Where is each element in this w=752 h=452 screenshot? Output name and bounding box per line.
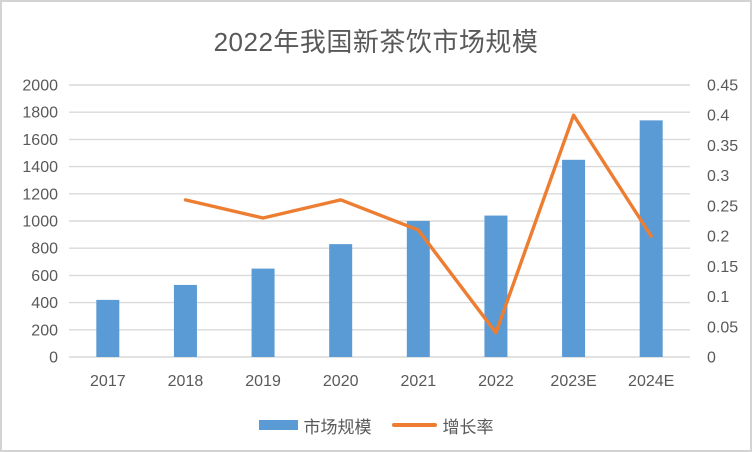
right-axis-tick-label: 0.35 [707,138,738,155]
left-axis-tick-label: 800 [31,241,58,258]
left-axis-tick-label: 1400 [22,159,58,176]
bar-2019 [251,268,275,357]
right-axis-tick-label: 0.15 [707,259,738,276]
left-axis-tick-label: 600 [31,268,58,285]
x-axis-tick-label: 2023E [550,373,596,390]
left-axis-tick-label: 1600 [22,132,58,149]
bar-2022 [484,215,508,357]
bar-2023E [562,159,586,357]
x-axis-tick-label: 2024E [628,373,674,390]
left-axis-tick-label: 0 [49,350,58,367]
chart-title: 2022年我国新茶饮市场规模 [213,27,539,57]
left-axis-tick-label: 200 [31,322,58,339]
left-axis-tick-label: 1200 [22,186,58,203]
right-axis-tick-label: 0.1 [707,289,729,306]
right-axis-tick-label: 0.45 [707,78,738,95]
right-axis-tick-label: 0.05 [707,319,738,336]
bar-series-swatch [258,420,298,430]
growth-rate-line [183,113,653,335]
line-series-swatch [391,423,437,427]
left-axis-tick-label: 1800 [22,105,58,122]
right-axis-tick-label: 0.3 [707,168,729,185]
bar-2021 [406,221,430,357]
legend-label-market-size: 市场规模 [303,417,372,437]
x-axis-tick-label: 2021 [401,373,437,390]
x-axis-tick-label: 2018 [168,373,204,390]
x-axis-tick-label: 2020 [323,373,359,390]
right-axis-tick-label: 0.4 [707,108,729,125]
right-axis-tick-label: 0.25 [707,198,738,215]
bar-2018 [173,284,197,357]
legend-label-growth-rate: 增长率 [442,417,494,437]
legend: 市场规模 增长率 [2,412,750,438]
legend-item-growth-rate: 增长率 [391,413,494,438]
right-axis-tick-label: 0.2 [707,229,729,246]
left-axis-tick-label: 2000 [22,78,58,95]
right-axis-tick-label: 0 [707,350,716,367]
x-axis-tick-label: 2017 [90,373,126,390]
x-axis-tick-label: 2019 [245,373,281,390]
bar-2020 [329,244,353,357]
bar-2017 [96,299,120,357]
legend-item-market-size: 市场规模 [258,413,372,438]
bar-2024E [639,120,663,357]
left-axis-tick-label: 1000 [22,214,58,231]
x-axis-tick-label: 2022 [478,373,514,390]
left-axis-tick-label: 400 [31,295,58,312]
